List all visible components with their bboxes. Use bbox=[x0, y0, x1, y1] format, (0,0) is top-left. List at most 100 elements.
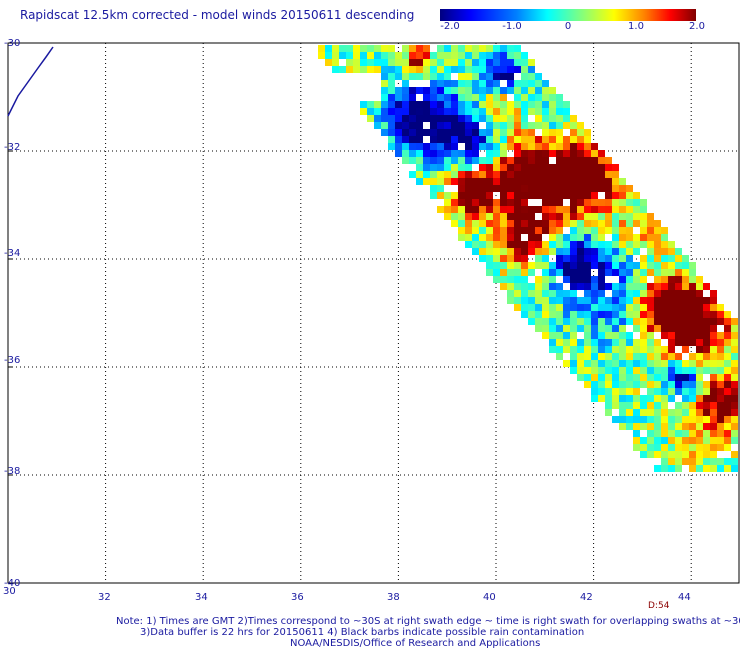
wind-difference-cell bbox=[605, 311, 612, 318]
wind-difference-cell bbox=[437, 171, 444, 178]
wind-difference-cell bbox=[423, 157, 430, 164]
wind-difference-cell bbox=[675, 437, 682, 444]
wind-difference-cell bbox=[493, 87, 500, 94]
wind-difference-cell bbox=[458, 108, 465, 115]
wind-difference-cell bbox=[619, 269, 626, 276]
wind-difference-cell bbox=[549, 185, 556, 192]
wind-difference-cell bbox=[619, 325, 626, 332]
wind-difference-cell bbox=[381, 45, 388, 52]
wind-difference-cell bbox=[675, 458, 682, 465]
wind-difference-cell bbox=[465, 122, 472, 129]
wind-difference-cell bbox=[619, 423, 626, 430]
wind-difference-cell bbox=[486, 157, 493, 164]
wind-difference-cell bbox=[654, 262, 661, 269]
wind-difference-cell bbox=[325, 52, 332, 59]
wind-difference-cell bbox=[402, 150, 409, 157]
wind-difference-cell bbox=[633, 311, 640, 318]
wind-difference-cell bbox=[402, 129, 409, 136]
wind-difference-cell bbox=[591, 367, 598, 374]
wind-difference-cell bbox=[724, 311, 731, 318]
wind-difference-cell bbox=[598, 318, 605, 325]
wind-difference-cell bbox=[563, 311, 570, 318]
wind-difference-cell bbox=[689, 451, 696, 458]
wind-difference-cell bbox=[542, 318, 549, 325]
wind-difference-cell bbox=[612, 416, 619, 423]
wind-difference-cell bbox=[612, 262, 619, 269]
wind-difference-cell bbox=[556, 213, 563, 220]
wind-difference-cell bbox=[535, 241, 542, 248]
wind-difference-cell bbox=[640, 276, 647, 283]
wind-difference-cell bbox=[549, 227, 556, 234]
wind-difference-cell bbox=[514, 45, 521, 52]
wind-difference-cell bbox=[577, 318, 584, 325]
wind-difference-cell bbox=[444, 150, 451, 157]
wind-difference-cell bbox=[710, 423, 717, 430]
wind-difference-cell bbox=[633, 353, 640, 360]
wind-difference-cell bbox=[584, 297, 591, 304]
wind-difference-cell bbox=[388, 73, 395, 80]
wind-difference-cell bbox=[717, 360, 724, 367]
colorbar bbox=[440, 9, 696, 21]
wind-difference-cell bbox=[521, 227, 528, 234]
wind-difference-cell bbox=[465, 73, 472, 80]
wind-difference-cell bbox=[668, 318, 675, 325]
wind-difference-cell bbox=[479, 108, 486, 115]
wind-difference-cell bbox=[465, 157, 472, 164]
wind-difference-cell bbox=[696, 367, 703, 374]
wind-difference-cell bbox=[570, 136, 577, 143]
wind-difference-cell bbox=[479, 248, 486, 255]
wind-difference-cell bbox=[577, 304, 584, 311]
wind-difference-cell bbox=[668, 248, 675, 255]
wind-difference-cell bbox=[654, 248, 661, 255]
wind-difference-cell bbox=[374, 45, 381, 52]
wind-difference-cell bbox=[409, 73, 416, 80]
wind-difference-cell bbox=[640, 360, 647, 367]
wind-difference-cell bbox=[493, 220, 500, 227]
wind-difference-cell bbox=[591, 332, 598, 339]
wind-difference-cell bbox=[542, 80, 549, 87]
wind-difference-cell bbox=[535, 311, 542, 318]
wind-difference-cell bbox=[472, 136, 479, 143]
wind-difference-cell bbox=[696, 416, 703, 423]
wind-difference-cell bbox=[619, 185, 626, 192]
wind-difference-cell bbox=[619, 199, 626, 206]
wind-difference-cell bbox=[703, 283, 710, 290]
wind-difference-cell bbox=[500, 220, 507, 227]
wind-difference-cell bbox=[514, 262, 521, 269]
wind-difference-cell bbox=[437, 115, 444, 122]
wind-difference-cell bbox=[549, 248, 556, 255]
wind-difference-cell bbox=[423, 94, 430, 101]
wind-difference-cell bbox=[563, 164, 570, 171]
wind-difference-cell bbox=[682, 360, 689, 367]
wind-difference-cell bbox=[598, 388, 605, 395]
wind-difference-cell bbox=[668, 381, 675, 388]
wind-difference-cell bbox=[570, 283, 577, 290]
wind-difference-cell bbox=[612, 381, 619, 388]
wind-difference-cell bbox=[647, 423, 654, 430]
wind-difference-cell bbox=[724, 353, 731, 360]
wind-difference-cell bbox=[416, 66, 423, 73]
wind-difference-cell bbox=[605, 297, 612, 304]
wind-difference-cell bbox=[647, 220, 654, 227]
wind-difference-cell bbox=[661, 409, 668, 416]
wind-difference-cell bbox=[654, 346, 661, 353]
wind-difference-cell bbox=[605, 164, 612, 171]
wind-difference-cell bbox=[430, 87, 437, 94]
wind-difference-cell bbox=[528, 94, 535, 101]
wind-difference-cell bbox=[451, 94, 458, 101]
wind-difference-cell bbox=[521, 276, 528, 283]
wind-difference-cell bbox=[619, 374, 626, 381]
wind-difference-cell bbox=[528, 87, 535, 94]
wind-difference-cell bbox=[535, 94, 542, 101]
wind-difference-cell bbox=[416, 59, 423, 66]
wind-difference-cell bbox=[584, 241, 591, 248]
wind-difference-cell bbox=[437, 150, 444, 157]
wind-difference-cell bbox=[549, 318, 556, 325]
wind-difference-cell bbox=[528, 108, 535, 115]
wind-difference-cell bbox=[591, 325, 598, 332]
wind-difference-cell bbox=[437, 122, 444, 129]
wind-difference-cell bbox=[563, 150, 570, 157]
wind-difference-cell bbox=[535, 150, 542, 157]
wind-difference-cell bbox=[591, 192, 598, 199]
wind-difference-cell bbox=[619, 360, 626, 367]
